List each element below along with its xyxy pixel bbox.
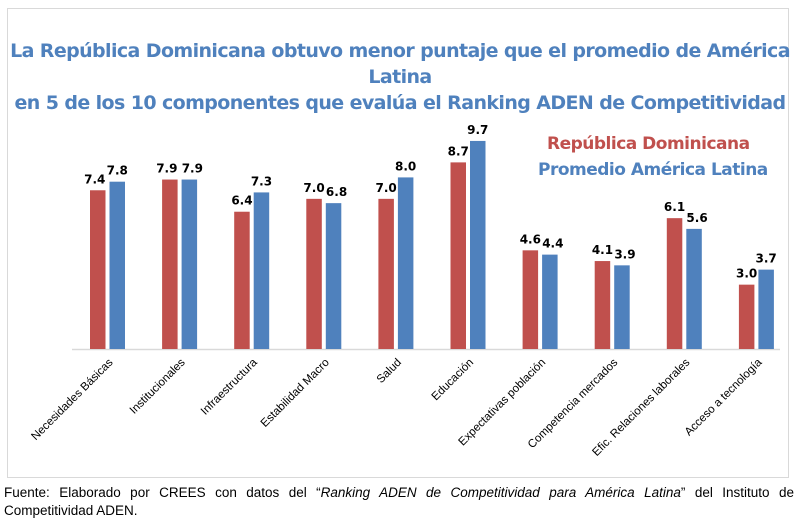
data-label-rd-5: 8.7 — [448, 144, 469, 158]
x-tick-label-3: Estabilidad Macro — [259, 357, 332, 430]
data-label-rd-7: 4.1 — [592, 243, 613, 257]
data-label-rd-6: 4.6 — [520, 232, 541, 246]
data-label-al-6: 4.4 — [542, 237, 563, 251]
bar-al-1 — [181, 179, 198, 349]
bar-rd-2 — [234, 211, 250, 349]
bar-rd-5 — [450, 162, 466, 349]
bar-chart: 7.47.8 Necesidades Básicas 7.9 7.9 Instituci… — [29, 123, 780, 459]
source-suffix: ” del Instituto de Competitividad ADEN. — [4, 485, 794, 518]
bar-rd-1 — [162, 179, 178, 349]
data-label-al-9: 3.7 — [756, 252, 777, 266]
x-tick-label-0: Necesidades Básicas — [29, 356, 115, 442]
bar-al-4 — [397, 177, 414, 349]
bar-al-2 — [253, 192, 270, 349]
x-tick-label-2: Infraestructura — [199, 356, 260, 417]
bar-rd-8 — [666, 218, 683, 349]
x-tick-label-9: Acceso a tecnología — [683, 356, 765, 438]
bar-rd-0 — [90, 190, 106, 349]
data-label-al-8: 5.6 — [686, 211, 707, 225]
bar-al-9 — [758, 269, 774, 349]
data-label-rd-9: 3.0 — [736, 267, 757, 281]
chart-title-line-1: La República Dominicana obtuvo menor pun… — [10, 40, 790, 88]
bar-al-0 — [109, 181, 125, 349]
bar-al-5 — [470, 140, 486, 349]
source-note: Fuente: Elaborado por CREES con datos de… — [4, 484, 794, 520]
bar-al-3 — [325, 203, 342, 349]
data-label-rd-0: 7.4 — [84, 172, 105, 186]
data-label-al-0: 7.8 — [107, 164, 128, 178]
data-label-al-4: 8.0 — [395, 159, 416, 173]
bar-al-7 — [614, 265, 630, 349]
source-prefix: Fuente: Elaborado por CREES con datos de… — [4, 485, 321, 500]
bar-rd-9 — [738, 284, 755, 349]
legend-republica-dominicana: República Dominicana — [547, 134, 750, 154]
x-tick-label-4: Salud — [375, 357, 404, 386]
bar-rd-7 — [594, 261, 611, 349]
bar-al-8 — [686, 228, 702, 349]
x-tick-label-5: Educación — [430, 357, 476, 403]
data-label-al-5: 9.7 — [467, 123, 488, 137]
data-label-al-3: 6.8 — [326, 185, 347, 199]
data-label-al-1: 7.9 — [182, 162, 203, 176]
data-label-rd-2: 6.4 — [231, 194, 252, 208]
bar-rd-3 — [306, 198, 322, 349]
data-label-rd-1: 7.9 — [156, 162, 177, 176]
data-label-rd-4: 7.0 — [376, 181, 397, 195]
bar-al-6 — [542, 254, 558, 349]
chart-title-line-2: en 5 de los 10 componentes que evalúa el… — [14, 92, 786, 114]
legend-promedio-america-latina: Promedio América Latina — [538, 160, 768, 180]
data-label-rd-3: 7.0 — [303, 181, 324, 195]
x-tick-label-1: Institucionales — [128, 356, 188, 416]
data-label-al-2: 7.3 — [251, 174, 272, 188]
bar-rd-4 — [378, 198, 394, 349]
source-report-title: Ranking ADEN de Competitividad para Amér… — [320, 485, 681, 500]
data-label-rd-8: 6.1 — [664, 200, 685, 214]
data-label-al-7: 3.9 — [614, 247, 635, 261]
bar-rd-6 — [522, 250, 539, 349]
chart-title: La República Dominicana obtuvo menor pun… — [0, 38, 800, 116]
